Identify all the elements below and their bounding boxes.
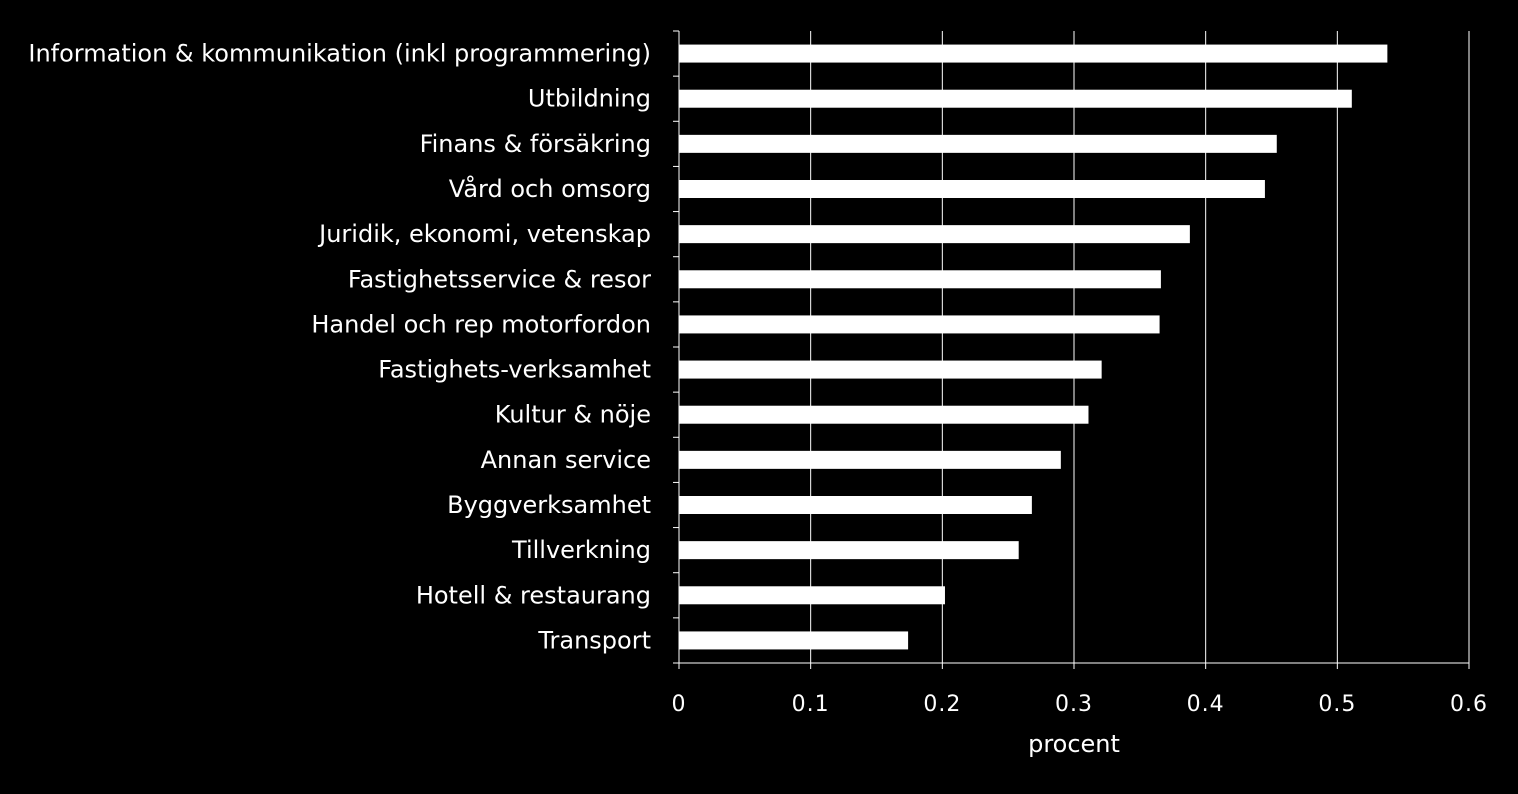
category-label: Utbildning [528,85,651,113]
category-label: Fastighets-verksamhet [378,356,651,384]
bar [679,180,1265,198]
bar [679,89,1352,108]
bar [679,405,1089,424]
category-label: Transport [537,626,651,654]
x-tick-label: 0.5 [1318,692,1356,717]
x-tick-label: 0.2 [923,692,961,717]
bar [679,270,1161,289]
category-label: Kultur & nöje [495,401,651,429]
bar [679,541,1019,560]
category-label: Tillverkning [511,536,651,564]
bar [679,496,1032,514]
category-label: Annan service [481,446,651,474]
bar [679,360,1102,379]
category-labels: Information & kommunikation (inkl progra… [28,40,651,655]
x-tick-label: 0.4 [1187,692,1225,717]
category-label: Fastighetsservice & resor [348,265,651,293]
bar [679,134,1277,153]
bar [679,44,1388,63]
category-label: Hotell & restaurang [416,581,651,609]
bar [679,225,1190,244]
category-label: Information & kommunikation (inkl progra… [28,40,651,68]
x-tick-label: 0.1 [792,692,830,717]
category-label: Handel och rep motorfordon [311,310,651,338]
category-label: Vård och omsorg [449,174,651,203]
bar [679,631,909,650]
x-tick-label: 0.3 [1055,692,1093,717]
x-axis-title: procent [1028,730,1120,758]
x-tick-label: 0.6 [1450,692,1488,717]
x-tick-label: 0 [672,692,687,717]
bar [679,450,1061,469]
axes [673,30,1470,669]
bar [679,315,1160,334]
category-label: Finans & försäkring [420,130,651,158]
x-tick-labels: 0 0.1 0.2 0.3 0.4 0.5 0.6 [672,692,1488,717]
category-label: Byggverksamhet [447,491,651,519]
category-label: Juridik, ekonomi, vetenskap [317,220,651,248]
bars [679,44,1388,650]
bar [679,586,945,605]
gridlines [810,31,1470,663]
